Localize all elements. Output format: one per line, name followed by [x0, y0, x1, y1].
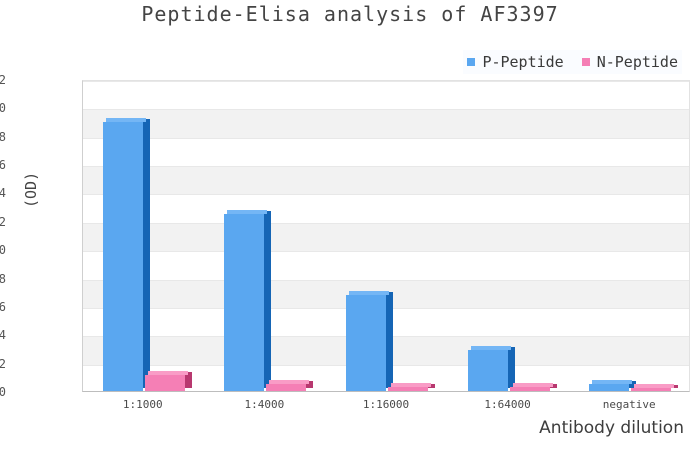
- y-axis-tick-label: 0.0: [0, 385, 6, 399]
- bar-face: [467, 349, 508, 391]
- y-axis-tick-label: 2.0: [0, 101, 6, 116]
- bar-side-shade: [507, 346, 515, 388]
- gridline: [83, 251, 689, 253]
- bar-face: [509, 387, 550, 391]
- bar-face: [631, 388, 672, 391]
- y-axis-tick-label: 1.6: [0, 158, 6, 173]
- x-axis-title: Antibody dilution: [539, 418, 684, 438]
- bar-face: [346, 294, 386, 391]
- bar-side-shade: [264, 210, 272, 388]
- x-axis-tick-label: 1:4000: [244, 398, 285, 411]
- gridline: [83, 81, 689, 82]
- bar-face: [224, 213, 265, 391]
- bar-side-shade: [671, 385, 679, 388]
- gridline: [83, 166, 689, 168]
- legend-item-n-peptide[interactable]: N-Peptide: [581, 53, 678, 71]
- y-axis-tick-label: 1.2: [0, 214, 6, 229]
- legend-swatch-icon: [467, 58, 476, 66]
- bar-group: [224, 81, 314, 391]
- bar-top-shade: [147, 371, 188, 376]
- bar[interactable]: [589, 379, 637, 391]
- bar-side-shade: [629, 380, 637, 388]
- bar-face: [144, 375, 185, 391]
- gridline: [83, 194, 689, 196]
- bar[interactable]: [102, 117, 150, 391]
- chart-title: Peptide-Elisa analysis of AF3397: [141, 2, 559, 26]
- legend-label: N-Peptide: [596, 53, 678, 71]
- bar-top-shade: [105, 117, 146, 122]
- bar[interactable]: [266, 379, 314, 391]
- legend-label: P-Peptide: [482, 53, 564, 71]
- bar-top-shade: [391, 382, 431, 387]
- bar-group: [589, 81, 679, 391]
- bar-top-shade: [512, 383, 553, 388]
- bar-side-shade: [142, 118, 150, 388]
- bar-top-shade: [227, 209, 268, 214]
- bar-side-shade: [549, 384, 557, 388]
- bar-face: [102, 121, 143, 391]
- bar[interactable]: [346, 290, 393, 391]
- x-axis-tick-label: 1:64000: [484, 398, 531, 411]
- y-axis-tick-label: 0.2: [0, 356, 6, 371]
- x-axis-tick-label: 1:16000: [362, 398, 410, 411]
- bar[interactable]: [509, 383, 557, 391]
- bar-top-shade: [592, 379, 633, 384]
- bar-group: [346, 81, 435, 391]
- y-axis-tick-label: 1.8: [0, 129, 6, 144]
- bar-face: [266, 383, 307, 391]
- bar-top-shade: [634, 384, 675, 388]
- grid-band: [83, 222, 689, 252]
- y-axis-tick-label: 1.0: [0, 243, 6, 258]
- bar-face: [589, 383, 630, 391]
- grid-bands: [83, 81, 689, 391]
- gridline: [83, 109, 689, 111]
- bar-side-shade: [306, 380, 314, 388]
- gridline: [83, 222, 689, 224]
- y-axis-tick-label: 1.4: [0, 186, 6, 201]
- y-axis-tick-label: 0.6: [0, 299, 6, 314]
- legend-swatch-icon: [581, 58, 590, 66]
- bar-top-shade: [269, 379, 310, 384]
- plot-area: [82, 80, 690, 392]
- bar[interactable]: [467, 345, 515, 391]
- bar-group: [467, 81, 557, 391]
- bar-group: [102, 81, 192, 391]
- gridline: [83, 279, 689, 281]
- x-axis-tick-label: negative: [602, 398, 656, 411]
- bar-top-shade: [470, 345, 511, 350]
- grid-band: [83, 109, 689, 138]
- bar[interactable]: [144, 371, 192, 391]
- bar[interactable]: [631, 384, 679, 391]
- bar-face: [388, 386, 428, 391]
- y-axis-tick-label: 0.4: [0, 328, 6, 343]
- bar-side-shade: [184, 372, 192, 388]
- y-axis-tick-label: 2.2: [0, 73, 6, 87]
- y-axis-title: (OD): [22, 171, 40, 208]
- grid-band: [83, 166, 689, 195]
- bar[interactable]: [224, 209, 272, 391]
- bar-side-shade: [386, 291, 393, 388]
- gridline: [83, 137, 689, 139]
- bar[interactable]: [388, 382, 435, 391]
- chart-legend: P-Peptide N-Peptide: [463, 50, 682, 74]
- y-axis-tick-label: 0.8: [0, 271, 6, 286]
- bar-side-shade: [428, 383, 435, 388]
- bar-top-shade: [349, 290, 389, 295]
- legend-item-p-peptide[interactable]: P-Peptide: [467, 53, 564, 71]
- x-axis-tick-label: 1:1000: [122, 398, 163, 411]
